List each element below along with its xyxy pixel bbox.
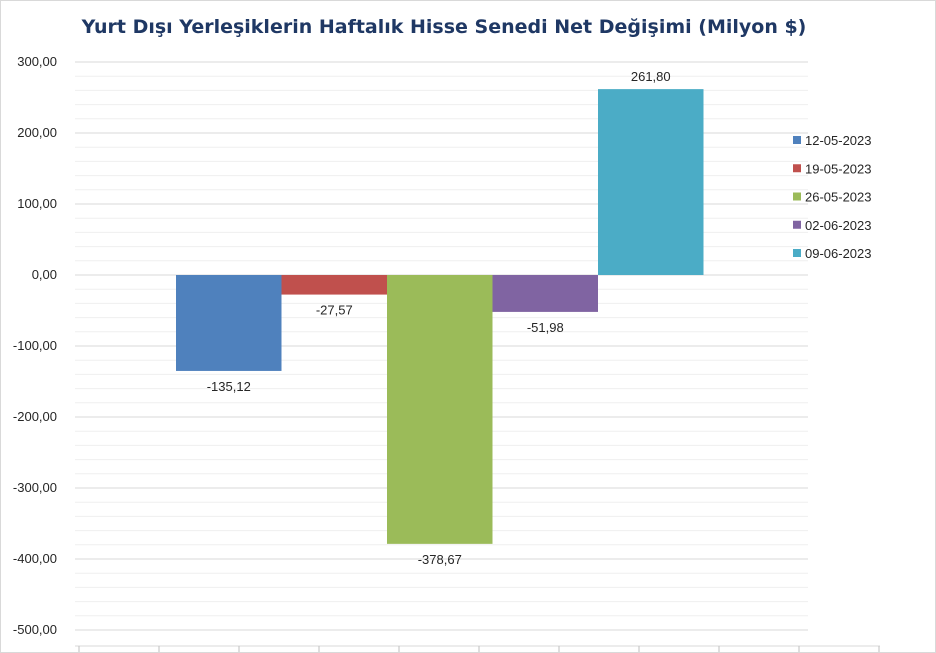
x-axis xyxy=(75,645,880,652)
data-label: 261,80 xyxy=(631,69,671,84)
legend-entry: 02-06-2023 xyxy=(805,218,872,233)
bar xyxy=(598,89,704,275)
data-label: -27,57 xyxy=(316,303,353,318)
y-tick-label: 100,00 xyxy=(17,196,57,211)
data-label: -135,12 xyxy=(207,379,251,394)
legend-swatch xyxy=(793,249,801,257)
bar xyxy=(281,275,387,295)
legend-entry: 09-06-2023 xyxy=(805,246,872,261)
legend-swatch xyxy=(793,136,801,144)
bars xyxy=(176,89,704,544)
data-label: -378,67 xyxy=(418,552,462,567)
y-tick-label: -100,00 xyxy=(13,338,57,353)
data-labels: -135,12 -27,57 -378,67 -51,98 261,80 xyxy=(207,69,671,567)
legend-swatch xyxy=(793,192,801,201)
chart-title: Yurt Dışı Yerleşiklerin Haftalık Hisse S… xyxy=(81,16,807,38)
y-tick-label: 200,00 xyxy=(17,125,57,140)
y-tick-label: 300,00 xyxy=(17,54,57,69)
y-tick-label: -300,00 xyxy=(13,480,57,495)
y-tick-label: -500,00 xyxy=(13,622,57,637)
y-tick-label: 0,00 xyxy=(32,267,57,282)
legend-entry: 12-05-2023 xyxy=(805,133,872,148)
data-label: -51,98 xyxy=(527,320,564,335)
legend: 12-05-2023 19-05-2023 26-05-2023 02-06-2023… xyxy=(793,133,872,261)
y-tick-label: -400,00 xyxy=(13,551,57,566)
y-axis: 300,00 200,00 100,00 0,00 -100,00 -200,00 -300… xyxy=(13,54,57,637)
bar xyxy=(176,275,282,371)
bar xyxy=(387,275,493,544)
y-tick-label: -200,00 xyxy=(13,409,57,424)
legend-entry: 19-05-2023 xyxy=(805,161,872,176)
bar xyxy=(492,275,598,312)
legend-entry: 26-05-2023 xyxy=(805,190,872,205)
legend-swatch xyxy=(793,164,801,173)
legend-swatch xyxy=(793,220,801,229)
